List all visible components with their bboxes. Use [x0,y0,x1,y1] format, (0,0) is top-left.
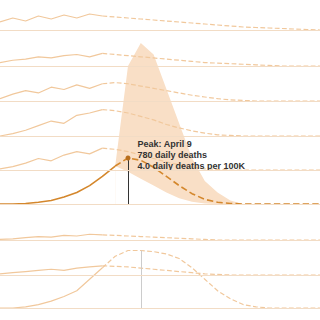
svg-text:Peak: April 9: Peak: April 9 [138,139,192,149]
svg-text:780 daily deaths: 780 daily deaths [138,150,208,160]
svg-text:4.0 daily deaths per 100K: 4.0 daily deaths per 100K [138,161,246,171]
